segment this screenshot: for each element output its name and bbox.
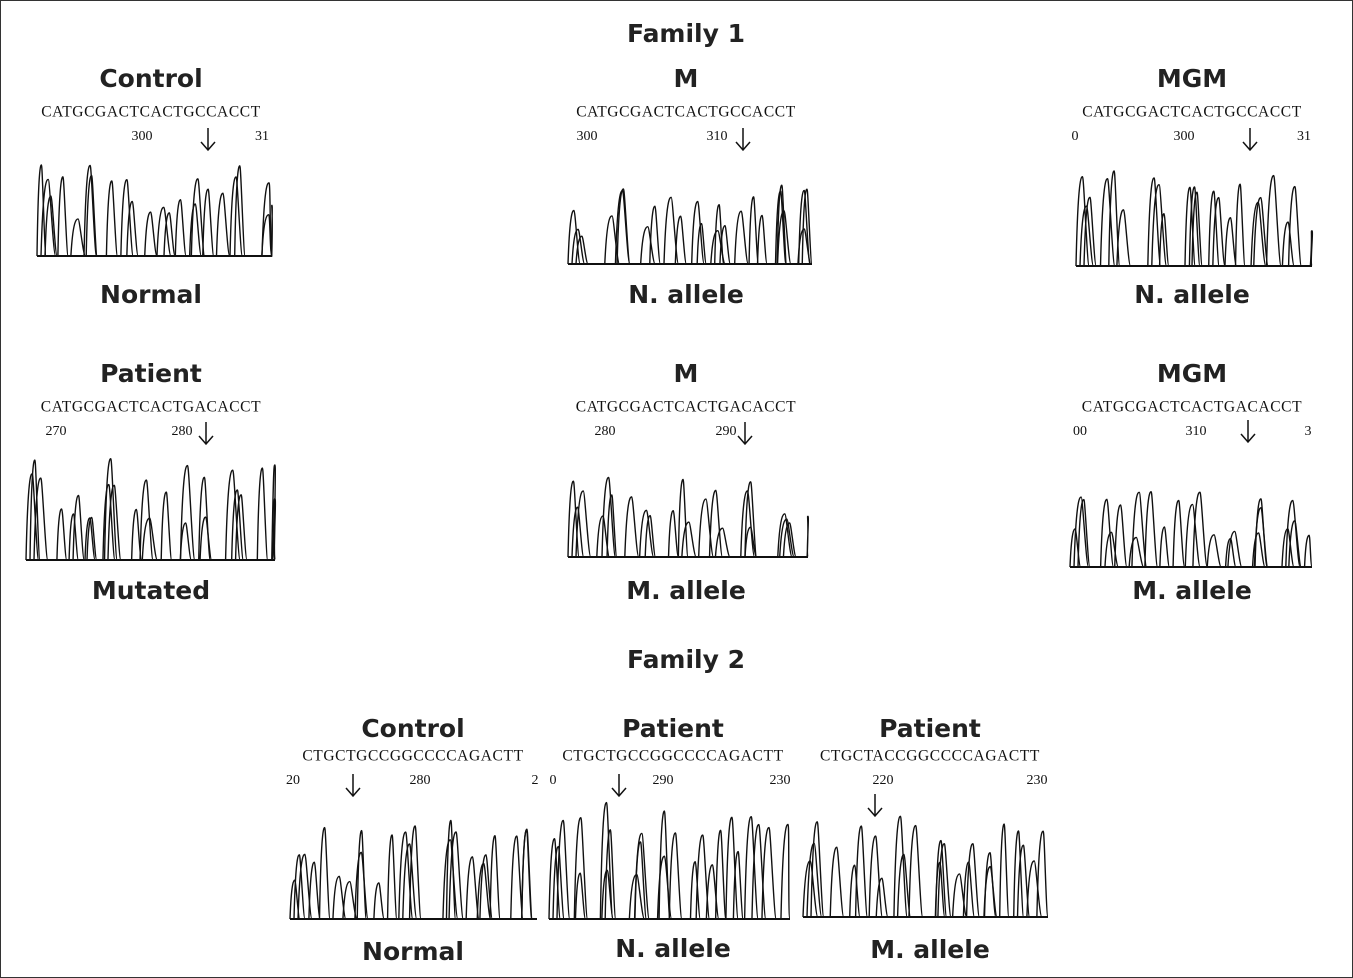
panel-title: Control (361, 714, 464, 743)
sequence: CATGCGACTCACTGCCACCT (41, 104, 261, 121)
caption: N. allele (1134, 280, 1250, 309)
figure: Family 1ControlCATGCGACTCACTGCCACCT30031… (0, 0, 1353, 978)
caption: M. allele (626, 576, 746, 605)
family-title: Family 2 (627, 645, 745, 674)
panel-title: Control (99, 64, 202, 93)
position-label: 300 (132, 129, 153, 144)
sequence: CTGCTACCGGCCCCAGACTT (820, 748, 1040, 765)
position-label: 0 (550, 773, 557, 788)
caption: M. allele (1132, 576, 1252, 605)
family-title: Family 1 (627, 19, 745, 48)
caption: Normal (100, 280, 202, 309)
position-label: 31 (1297, 129, 1311, 144)
position-label: 300 (577, 129, 598, 144)
position-label: 230 (1027, 773, 1048, 788)
position-label: 00 (1073, 424, 1087, 439)
position-label: 220 (873, 773, 894, 788)
caption: N. allele (628, 280, 744, 309)
position-label: 310 (1186, 424, 1207, 439)
position-label: 0 (1072, 129, 1079, 144)
position-label: 270 (46, 424, 67, 439)
panel-title: Patient (622, 714, 724, 743)
sequence: CTGCTGCCGGCCCCAGACTT (562, 748, 783, 765)
panel-title: M (674, 64, 699, 93)
sequence: CATGCGACTCACTGCCACCT (576, 104, 796, 121)
position-label: 290 (716, 424, 737, 439)
position-label: 280 (595, 424, 616, 439)
sequence: CATGCGACTCACTGACACCT (576, 399, 796, 416)
sequence: CATGCGACTCACTGACACCT (1082, 399, 1302, 416)
sequence: CATGCGACTCACTGACACCT (41, 399, 261, 416)
caption: M. allele (870, 935, 990, 964)
position-label: 310 (707, 129, 728, 144)
caption: Normal (362, 937, 464, 966)
position-label: 280 (410, 773, 431, 788)
position-label: 230 (770, 773, 791, 788)
caption: Mutated (92, 576, 210, 605)
frame (1, 1, 1353, 978)
sequence: CTGCTGCCGGCCCCAGACTT (302, 748, 523, 765)
position-label: 280 (172, 424, 193, 439)
position-label: 290 (653, 773, 674, 788)
position-label: 31 (255, 129, 269, 144)
caption: N. allele (615, 934, 731, 963)
position-label: 20 (286, 773, 300, 788)
sequence: CATGCGACTCACTGCCACCT (1082, 104, 1302, 121)
panel-title: MGM (1157, 64, 1227, 93)
position-label: 3 (1305, 424, 1312, 439)
panel-title: M (674, 359, 699, 388)
panel-title: Patient (100, 359, 202, 388)
panel-title: MGM (1157, 359, 1227, 388)
panel-title: Patient (879, 714, 981, 743)
position-label: 300 (1174, 129, 1195, 144)
position-label: 2 (532, 773, 539, 788)
